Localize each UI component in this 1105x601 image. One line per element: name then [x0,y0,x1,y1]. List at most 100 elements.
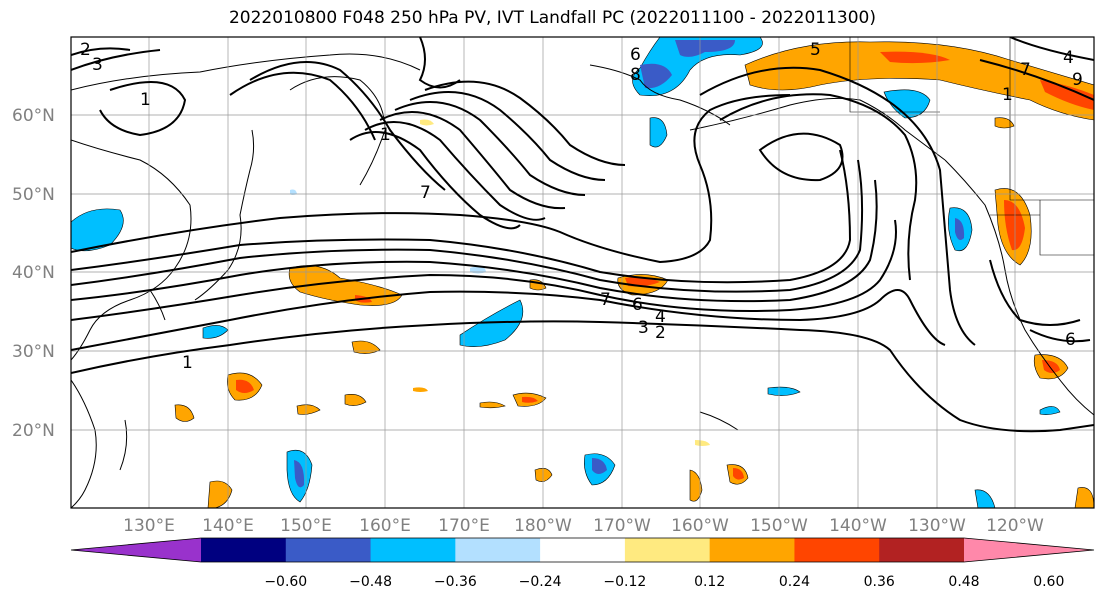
lon-label: 150°W [750,516,808,536]
contour-trough-e2 [719,93,918,281]
contour-loop-w [249,61,446,191]
pos-region-japan-east [288,265,403,306]
colorbar-segment [370,538,456,562]
pos-region-alaska-core2 [1040,80,1094,110]
colorbar-tick-label: −0.60 [264,574,307,590]
contour-ridge3 [379,111,566,210]
contour-trough-e [699,66,976,346]
contour-7 [71,149,852,284]
pos-region-tropic4 [534,468,553,482]
pos-region-tropic1-core [522,396,538,403]
lon-label: 160°E [359,516,411,536]
pos-region-light2 [695,440,710,446]
pos-region-sw3 [351,340,381,354]
pos-region-tropic7 [207,480,233,508]
contour-6 [71,159,864,293]
lon-label: 170°W [593,516,651,536]
pos-region-alaska-band [744,41,1094,121]
colorbar-segment [455,538,541,562]
map-frame [70,36,1095,509]
colorbar-segment [879,538,965,562]
contour-label: 3 [638,318,649,338]
coast-hawaii [699,411,739,431]
contour-nw2 [71,49,161,71]
coast-korea [149,289,166,321]
lon-label: 130°E [123,516,175,536]
contour-closed1 [758,132,844,182]
coast-china [71,379,97,508]
ivt-shading [71,37,1094,508]
map-content: 1 2 3 4 6 7 6 8 5 7 1 4 1 3 2 1 7 9 6 [71,37,1094,508]
contour-west-loop [99,81,187,137]
map-background [71,37,1094,508]
lon-label: 170°E [438,516,490,536]
contour-jet-upper [71,94,791,264]
contour-se2 [1029,329,1091,343]
lon-label: 180°W [514,516,572,536]
contour-label: 1 [182,353,193,373]
borders [849,37,1094,256]
contour-nw1 [71,47,131,56]
colorbar-tick-label: −0.36 [434,574,477,590]
contour-kam [418,37,461,89]
contour-ne2 [979,59,1094,101]
lat-label: 20°N [12,421,55,441]
pos-region-sw1-core [236,379,254,393]
contour-ridge4 [394,101,586,196]
colorbar-tick-label: 0.12 [694,574,725,590]
contour-ridge6 [424,80,626,166]
lat-label: 60°N [12,106,55,126]
contour-3 [71,219,897,321]
colorbar-labels: −0.60 −0.48 −0.36 −0.24 −0.12 0.12 0.24 0.36 0.4… [264,574,1064,590]
contour-loop-w2 [229,71,376,141]
pos-region-tropic2 [479,401,506,409]
lon-label: 160°W [671,516,729,536]
colorbar-tick-label: −0.48 [349,574,392,590]
neg-region-subtropic2-core [592,458,607,474]
contour-label: 2 [80,40,91,60]
neg-region-bering-core2 [640,63,672,89]
lat-label: 50°N [12,185,55,205]
lon-label: 140°W [829,516,887,536]
contour-label: 3 [92,55,103,75]
colorbar-tick-label: 0.60 [1033,574,1064,590]
contour-label: 1 [380,125,391,145]
neg-region-subtropic1-core [294,460,305,488]
coast-na-west [944,159,1094,416]
contour-label: 4 [1063,48,1074,68]
neg-region-s [974,489,996,508]
neg-region-light2 [290,189,297,195]
contour-label: 1 [140,90,151,110]
lat-label: 40°N [12,263,55,283]
colorbar-segments [70,537,1095,563]
neg-region-nw [71,208,124,252]
contour-label: 7 [1020,60,1031,80]
contour-1 [71,320,1094,433]
pos-region-ne-small [994,117,1015,129]
contour-label: 6 [1065,330,1076,350]
pos-region-se1-core [1042,360,1060,373]
coast-japan [194,129,255,301]
colorbar: −0.60 −0.48 −0.36 −0.24 −0.12 0.12 0.24 0.36 0.4… [70,537,1095,590]
pos-region-sw5 [344,394,367,406]
neg-region-hawaii [767,386,801,396]
neg-region-alaska [883,89,931,119]
pos-region-sw2 [174,404,195,422]
colorbar-tick-label: 0.36 [864,574,895,590]
pos-region-light1 [413,387,428,392]
colorbar-extend-high [964,538,1094,562]
contour-ridge2 [364,121,546,221]
pos-region-tropic6 [689,469,703,502]
colorbar-outline [70,537,1095,563]
lon-labels: 130°E 140°E 150°E 160°E 170°E 180°W 170°… [123,516,1044,536]
lon-label: 120°W [986,516,1044,536]
contour-ridge5 [409,91,606,181]
contour-label: 7 [600,290,611,310]
coast-asia [71,139,192,361]
contour-se1 [989,259,1081,326]
contour-label: 9 [1072,70,1083,90]
lon-label: 150°E [280,516,332,536]
contour-4 [71,179,878,303]
contour-label: 5 [810,40,821,60]
